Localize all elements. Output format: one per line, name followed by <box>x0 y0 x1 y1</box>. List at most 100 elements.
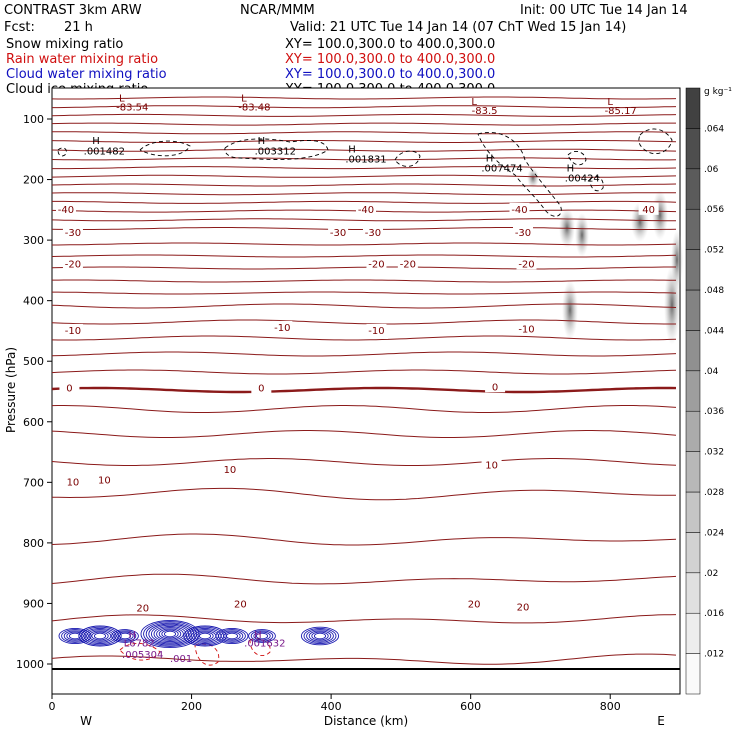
isotherm-label: 10 <box>67 477 80 488</box>
cloud-ice-contour <box>589 175 604 192</box>
cloud-water-contour <box>158 628 182 640</box>
cloud-water-contour <box>250 630 274 642</box>
isotherm-label: -40 <box>358 205 374 216</box>
extremum-label: L <box>607 97 613 108</box>
isotherm-line <box>51 174 677 178</box>
isotherm-label: -20 <box>65 259 81 270</box>
cloud-water-contour <box>253 631 271 641</box>
cloud-water-contour <box>150 624 190 644</box>
y-tick-label: 300 <box>23 234 44 247</box>
extremum-label: .001 <box>170 654 192 665</box>
colorbar-swatch <box>685 128 701 170</box>
isotherm-label: 10 <box>98 476 111 487</box>
forecast-label: Fcst: <box>4 20 35 35</box>
isotherm-labels: -40 -40 -40 40 -30 -30 -30 -30 -20 -20 -20 -20 -10 -1… <box>55 202 659 614</box>
legend-snow-xy: XY= 100.0,300.0 to 400.0,300.0 <box>285 37 495 52</box>
isotherm-label-bg <box>251 381 272 394</box>
isotherm-label: -20 <box>518 259 534 270</box>
cloud-water-contour <box>61 629 89 643</box>
ice-shading-blob <box>527 168 539 188</box>
extremum-label: .001831 <box>345 155 386 166</box>
cloud-water-contour <box>88 630 112 642</box>
isotherm-label-bg <box>516 257 537 270</box>
cloud-water-contour <box>118 632 132 640</box>
isotherm-label-bg <box>55 202 76 215</box>
cloud-water-contour <box>153 625 187 643</box>
isotherm-line <box>51 319 676 325</box>
extremum-label: .001482 <box>84 147 125 158</box>
isotherm-line <box>51 573 677 585</box>
y-tick-label: 400 <box>23 295 44 308</box>
cloud-water-contour <box>140 619 200 649</box>
freezing-level-line <box>51 386 677 394</box>
x-axis-label: Distance (km) <box>324 714 408 728</box>
isotherm-label-bg <box>272 320 293 333</box>
isotherm-label: 20 <box>517 603 530 614</box>
extremum-label: H <box>128 630 136 641</box>
colorbar-swatch <box>685 491 701 533</box>
colorbar-swatch <box>685 532 701 574</box>
extremum-label: .00424 <box>565 173 600 184</box>
isotherm-label-bg <box>59 381 80 394</box>
isotherm-label-bg <box>219 463 240 476</box>
isotherm-line <box>51 183 677 187</box>
x-tick-label: 200 <box>181 700 202 713</box>
isotherm-label-bg <box>464 597 485 610</box>
cloud-water-contour <box>68 632 82 640</box>
isotherm-label: 0 <box>258 383 264 394</box>
cloud-ice-contour <box>224 138 329 160</box>
isotherm-label: 0 <box>66 383 72 394</box>
extremum-label: H <box>567 164 575 175</box>
isotherm-label: -20 <box>400 259 416 270</box>
init-time: Init: 00 UTC Tue 14 Jan 14 <box>520 3 688 18</box>
colorbar-swatch <box>685 208 701 250</box>
cloud-ice-contour <box>567 150 587 166</box>
isotherm-line <box>52 166 677 170</box>
extremum-label: L <box>241 93 247 104</box>
isotherm-line <box>52 131 677 135</box>
isotherm-line <box>51 113 677 117</box>
isotherm-line <box>51 487 677 501</box>
extremum-label: H <box>348 144 356 155</box>
cloud-water-contour <box>163 630 177 638</box>
isotherm-line <box>52 242 677 246</box>
ice-shading-blob <box>671 230 683 290</box>
ice-shading-blob <box>652 190 668 240</box>
colorbar-swatch <box>685 410 701 452</box>
isotherm-line <box>51 218 676 222</box>
isotherm-line <box>51 266 676 270</box>
colorbar-swatch <box>685 330 701 372</box>
valid-time: Valid: 21 UTC Tue 14 Jan 14 (07 ChT Wed … <box>290 20 626 35</box>
isotherm-label: 20 <box>234 600 247 611</box>
cloud-water-contour <box>311 631 329 641</box>
x-tick-label: 0 <box>49 700 56 713</box>
isotherm-line <box>52 200 677 204</box>
cloud-water-contour <box>91 631 109 641</box>
org-title: NCAR/MMM <box>240 3 315 18</box>
cloud-water-contour <box>313 632 327 640</box>
isotherm-label: -10 <box>65 326 81 337</box>
isotherm-label-bg <box>509 202 530 215</box>
y-tick-label: 200 <box>23 174 44 187</box>
colorbar-label: .02 <box>704 569 718 579</box>
cloud-ice-contour <box>139 140 191 157</box>
isotherm-line <box>51 96 677 100</box>
isotherm-label-bg <box>513 600 533 613</box>
isotherm-label-bg <box>366 323 387 336</box>
isotherm-line <box>52 105 677 109</box>
isotherm-label-bg <box>62 225 83 238</box>
extremum-label: .001632 <box>244 638 285 649</box>
legend-rain: Rain water mixing ratio <box>6 52 158 67</box>
isotherm-label-bg <box>62 323 83 336</box>
plot-area: -40 -40 -40 40 -30 -30 -30 -30 -20 -20 -20 -20 -10 -1… <box>51 87 683 695</box>
colorbar-swatch <box>685 451 701 493</box>
cloud-ice-contour <box>477 132 562 217</box>
rain-contour <box>119 643 161 661</box>
isotherm-label-bg <box>638 202 659 215</box>
colorbar-swatch <box>685 370 701 412</box>
cloud-water-contour <box>116 631 134 641</box>
mixing-ratio-shading <box>527 168 683 345</box>
y-tick-label: 700 <box>23 476 44 489</box>
colorbar-swatch <box>685 289 701 331</box>
